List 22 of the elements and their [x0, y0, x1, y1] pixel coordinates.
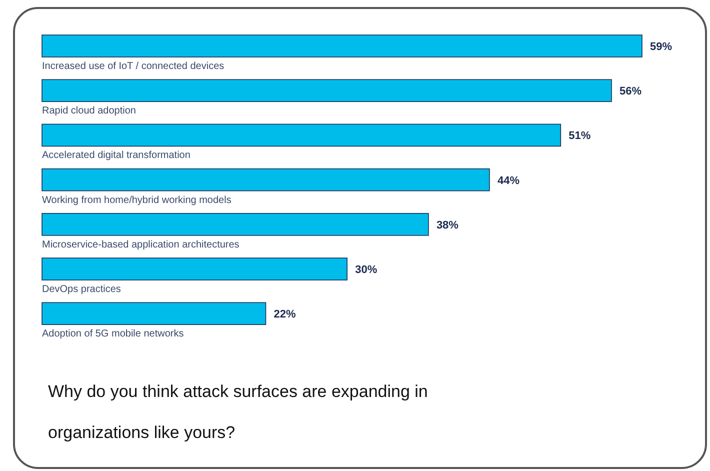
y-tick-label: Accelerated digital transformation	[42, 150, 190, 162]
data-label: 30%	[355, 264, 378, 276]
data-label: 38%	[436, 219, 459, 232]
bar	[42, 258, 348, 280]
y-tick-label: DevOps practices	[42, 284, 121, 295]
y-tick-label: Adoption of 5G mobile networks	[42, 328, 184, 340]
data-label: 56%	[619, 86, 642, 98]
y-tick-label: Working from home/hybrid working models	[42, 194, 232, 206]
data-label: 44%	[497, 174, 520, 187]
bar	[42, 34, 642, 58]
bar	[42, 79, 612, 102]
y-tick-label: Rapid cloud adoption	[42, 106, 136, 117]
data-label: 22%	[274, 308, 296, 321]
chart-title: Why do you think attack surfaces are expanding in organizations like yours?	[48, 382, 428, 442]
bar	[42, 168, 490, 192]
y-tick-label: Microservice-based application architectures	[42, 239, 240, 250]
data-label: 51%	[568, 130, 591, 142]
bar	[42, 302, 266, 325]
data-label: 59%	[650, 41, 672, 53]
bar	[42, 213, 429, 236]
y-tick-label: Increased use of IoT / connected devices	[42, 61, 224, 72]
bar	[42, 124, 562, 147]
